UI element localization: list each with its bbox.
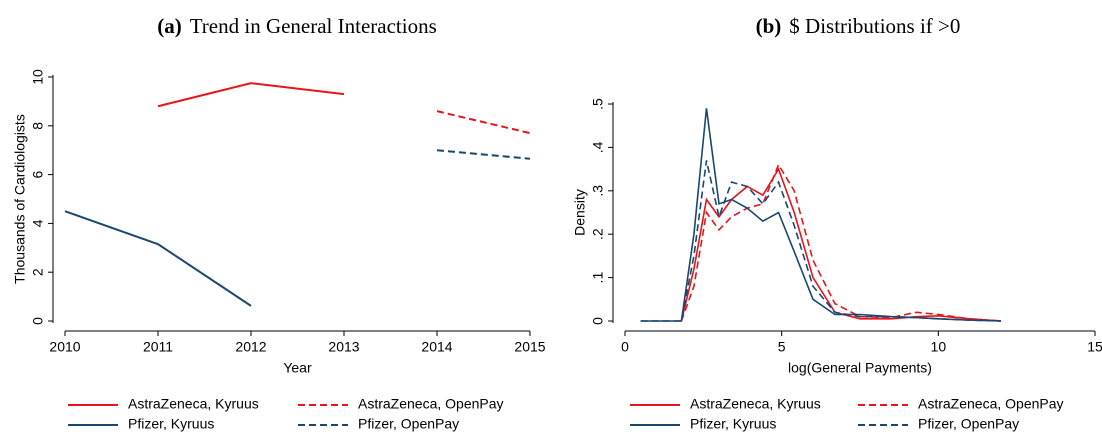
legend-label: Pfizer, Kyruus	[128, 416, 214, 432]
panel-label: (a)	[157, 14, 182, 38]
series-line	[680, 167, 1002, 322]
title: $ Distributions if >0	[789, 14, 960, 38]
y-tick-label: .1	[590, 272, 606, 284]
series-line	[640, 160, 1002, 322]
x-tick-label: 2014	[421, 339, 452, 355]
x-tick-label: 15	[1087, 339, 1102, 355]
y-axis-label: Density	[572, 189, 588, 236]
x-axis-label: Year	[283, 360, 312, 376]
series-line	[436, 110, 531, 135]
panel-title: (b) $ Distributions if >0	[756, 14, 961, 38]
y-tick-label: .2	[590, 228, 606, 240]
series-line	[640, 108, 1002, 322]
title: Trend in General Interactions	[190, 14, 437, 38]
x-tick-label: 0	[621, 339, 629, 355]
series-line	[436, 149, 531, 160]
y-tick-label: 6	[30, 170, 46, 178]
y-tick-label: .4	[590, 141, 606, 153]
x-tick-label: 2013	[328, 339, 359, 355]
x-tick-label: 2015	[514, 339, 545, 355]
legend-label: Pfizer, Kyruus	[690, 416, 776, 432]
legend-label: AstraZeneca, OpenPay	[358, 396, 504, 412]
legend-label: AstraZeneca, Kyruus	[128, 396, 259, 412]
series-line	[64, 210, 252, 307]
y-tick-label: 10	[30, 69, 46, 85]
y-tick-label: .3	[590, 185, 606, 197]
x-tick-label: 5	[778, 339, 786, 355]
x-tick-label: 2011	[143, 339, 173, 355]
legend-label: AstraZeneca, OpenPay	[918, 396, 1064, 412]
panel-title: (a) Trend in General Interactions	[157, 14, 437, 38]
x-tick-label: 2010	[49, 339, 80, 355]
legend-label: Pfizer, OpenPay	[918, 416, 1019, 432]
legend-label: Pfizer, OpenPay	[358, 416, 459, 432]
x-tick-label: 10	[931, 339, 947, 355]
y-tick-label: .5	[590, 98, 606, 110]
legend-label: AstraZeneca, Kyruus	[690, 396, 821, 412]
series-line	[680, 162, 1002, 322]
x-tick-label: 2012	[235, 339, 266, 355]
y-tick-label: 0	[590, 317, 606, 325]
y-tick-label: 0	[30, 317, 46, 325]
series-line	[157, 82, 345, 108]
panel-label: (b)	[756, 14, 782, 38]
y-axis-label: Thousands of Cardiologists	[12, 114, 28, 284]
x-axis-label: log(General Payments)	[788, 360, 932, 376]
y-tick-label: 4	[30, 219, 46, 227]
y-tick-label: 8	[30, 122, 46, 130]
y-tick-label: 2	[30, 268, 46, 276]
